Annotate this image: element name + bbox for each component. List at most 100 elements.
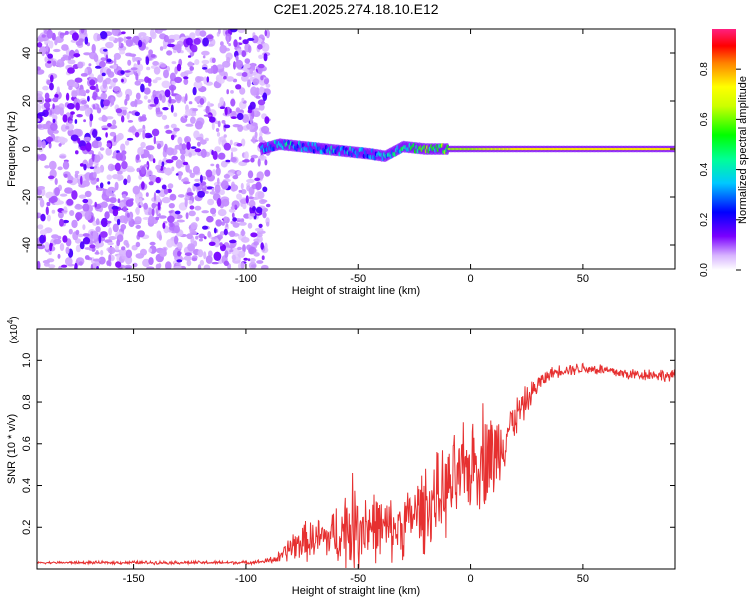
noise-blob <box>236 193 242 200</box>
noise-blob <box>205 34 214 40</box>
noise-blob <box>193 130 200 139</box>
noise-blob <box>54 93 59 99</box>
noise-blob <box>192 166 200 175</box>
noise-blob <box>68 228 73 235</box>
noise-blob <box>161 80 171 89</box>
noise-blob <box>236 112 244 121</box>
noise-blob <box>257 99 266 106</box>
noise-blob <box>168 203 175 209</box>
noise-blob <box>71 90 78 98</box>
noise-blob <box>66 179 73 184</box>
noise-blob <box>94 251 100 255</box>
noise-blob <box>87 95 90 102</box>
noise-blob <box>238 189 243 193</box>
noise-blob <box>145 145 155 151</box>
noise-blob <box>215 167 221 176</box>
noise-blob <box>201 50 210 56</box>
noise-blob <box>223 134 227 138</box>
noise-blob <box>159 93 163 101</box>
noise-blob <box>165 129 173 134</box>
noise-blob <box>204 266 209 269</box>
noise-blob <box>265 83 271 88</box>
noise-blob <box>152 158 156 164</box>
noise-blob <box>125 242 130 248</box>
noise-blob <box>100 217 108 228</box>
noise-blob <box>219 189 226 196</box>
noise-blob <box>101 127 108 131</box>
noise-blob <box>43 102 51 109</box>
noise-blob <box>232 124 241 128</box>
noise-blob <box>194 120 203 130</box>
noise-blob <box>96 266 99 269</box>
noise-blob <box>58 143 62 147</box>
noise-blob <box>62 219 69 224</box>
noise-blob <box>65 92 70 101</box>
noise-blob <box>141 181 145 190</box>
noise-blob <box>125 38 134 47</box>
y-tick-label: 0.4 <box>21 478 33 493</box>
noise-blob <box>247 37 255 41</box>
noise-blob <box>88 63 92 67</box>
noise-blob <box>64 30 69 35</box>
noise-blob <box>84 36 89 45</box>
noise-blob <box>62 114 68 123</box>
noise-blob <box>70 134 79 142</box>
noise-blob <box>41 140 46 149</box>
noise-blob <box>166 50 173 56</box>
noise-blob <box>211 57 216 63</box>
noise-blob <box>194 96 201 102</box>
noise-blob <box>108 227 112 236</box>
noise-blob <box>139 116 147 122</box>
noise-blob <box>149 104 157 107</box>
noise-blob <box>237 250 246 258</box>
noise-blob <box>37 118 41 122</box>
noise-blob <box>71 219 78 229</box>
noise-blob <box>180 71 189 78</box>
noise-blob <box>173 127 180 132</box>
noise-blob <box>202 67 208 70</box>
noise-blob <box>38 197 43 201</box>
noise-blob <box>75 102 80 111</box>
noise-blob <box>223 216 228 222</box>
noise-blob <box>211 261 219 265</box>
noise-blob <box>68 86 73 91</box>
noise-blob <box>93 54 99 63</box>
noise-blob <box>140 83 145 93</box>
noise-blob <box>100 57 107 62</box>
noise-blob <box>188 101 193 105</box>
noise-blob <box>121 161 128 170</box>
noise-blob <box>189 66 194 71</box>
noise-blob <box>115 261 122 268</box>
noise-blob <box>187 61 193 68</box>
noise-blob <box>179 149 186 155</box>
noise-blob <box>115 108 123 114</box>
snr-multiplier-exp: 4 <box>6 319 15 324</box>
noise-blob <box>205 255 213 264</box>
colorbar-gradient <box>712 29 736 270</box>
noise-blob <box>155 216 160 221</box>
noise-blob <box>134 80 141 86</box>
noise-blob <box>206 215 214 223</box>
noise-blob <box>261 125 270 134</box>
noise-blob <box>181 143 187 151</box>
noise-blob <box>188 169 192 174</box>
noise-blob <box>120 70 125 75</box>
noise-blob <box>89 166 95 170</box>
x-tick-label: -150 <box>123 273 145 285</box>
noise-blob <box>183 255 192 261</box>
noise-blob <box>62 235 68 243</box>
noise-blob <box>79 163 84 167</box>
noise-blob <box>53 105 62 115</box>
noise-blob <box>53 238 62 245</box>
noise-blob <box>237 246 242 251</box>
noise-blob <box>92 258 101 262</box>
noise-blob <box>183 76 189 80</box>
noise-blob <box>193 183 200 187</box>
noise-blob <box>130 198 134 202</box>
noise-blob <box>95 218 100 226</box>
noise-blob <box>218 77 225 84</box>
noise-blob <box>182 161 189 166</box>
noise-blob <box>155 164 162 171</box>
noise-blob <box>224 106 228 116</box>
noise-blob <box>156 111 163 115</box>
